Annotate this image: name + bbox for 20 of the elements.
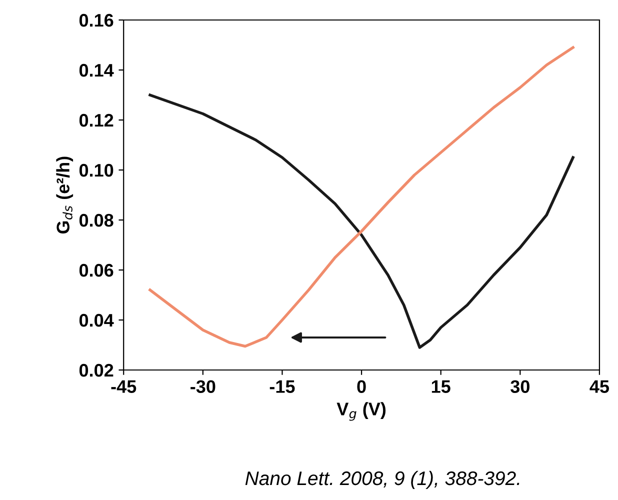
x-tick-label: 15 [432,380,450,393]
y-tick-label: 0.04 [79,314,114,327]
line-series [148,94,574,349]
x-tick-label: 30 [510,380,530,394]
y-tick-label: 0.14 [79,64,114,77]
x-axis-title: V$_{g}$ (V) [336,402,386,421]
y-axis-title: G$_{ds}$ (e²/h) [56,156,74,234]
y-tick-label: 0.16 [79,14,114,27]
x-tick-label: 0 [357,380,366,393]
y-tick-label: 0.10 [79,164,114,177]
line-series [148,46,574,348]
y-tick-label: 0.12 [79,114,114,127]
x-tick-label: -30 [190,380,216,394]
x-tick-label: -45 [111,380,136,393]
y-tick-label: 0.08 [79,214,114,227]
y-tick-label: 0.06 [79,264,114,277]
text: Nano Lett. 2008, 9 (1), 388-392. [245,470,520,490]
x-tick-label: -15 [270,380,295,393]
y-tick-label: 0.02 [79,364,114,377]
x-tick-label: 45 [590,380,609,393]
